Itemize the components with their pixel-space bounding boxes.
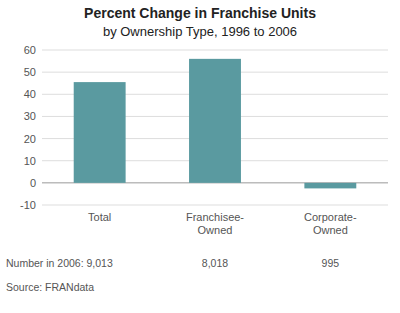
- bar: [304, 183, 356, 189]
- x-tick-label: Total: [88, 211, 111, 223]
- annotation: Number in 2006:: [6, 257, 84, 269]
- x-axis: Total Franchisee-Owned Corporate-Owned: [88, 211, 357, 236]
- chart-container: Percent Change in Franchise Units by Owne…: [0, 0, 400, 313]
- annotation: 9,013: [87, 257, 113, 269]
- grid-line: [42, 50, 388, 51]
- annotation: 995: [322, 257, 340, 269]
- annotation: Source: FRANdata: [6, 281, 94, 293]
- y-tick-label: 60: [24, 44, 36, 56]
- y-tick-label: 50: [24, 66, 36, 78]
- grid-line: [42, 205, 388, 206]
- title: Percent Change in Franchise Units: [84, 5, 316, 21]
- y-tick-label: 0: [30, 177, 36, 189]
- y-tick-label: -10: [20, 199, 36, 211]
- y-axis: -10 0 10 20 30 40 50 60: [20, 44, 388, 211]
- bar: [189, 59, 241, 183]
- annotation: 8,018: [202, 257, 228, 269]
- y-tick-label: 30: [24, 110, 36, 122]
- x-tick-label: Franchisee-Owned: [186, 211, 244, 236]
- y-tick-label: 40: [24, 88, 36, 100]
- y-tick-label: 10: [24, 155, 36, 167]
- bars: [74, 59, 357, 189]
- y-tick-label: 20: [24, 133, 36, 145]
- chart: Percent Change in Franchise Units by Owne…: [0, 0, 400, 313]
- x-tick-label: Corporate-Owned: [304, 211, 357, 236]
- bar: [74, 82, 126, 183]
- subtitle: by Ownership Type, 1996 to 2006: [103, 24, 297, 39]
